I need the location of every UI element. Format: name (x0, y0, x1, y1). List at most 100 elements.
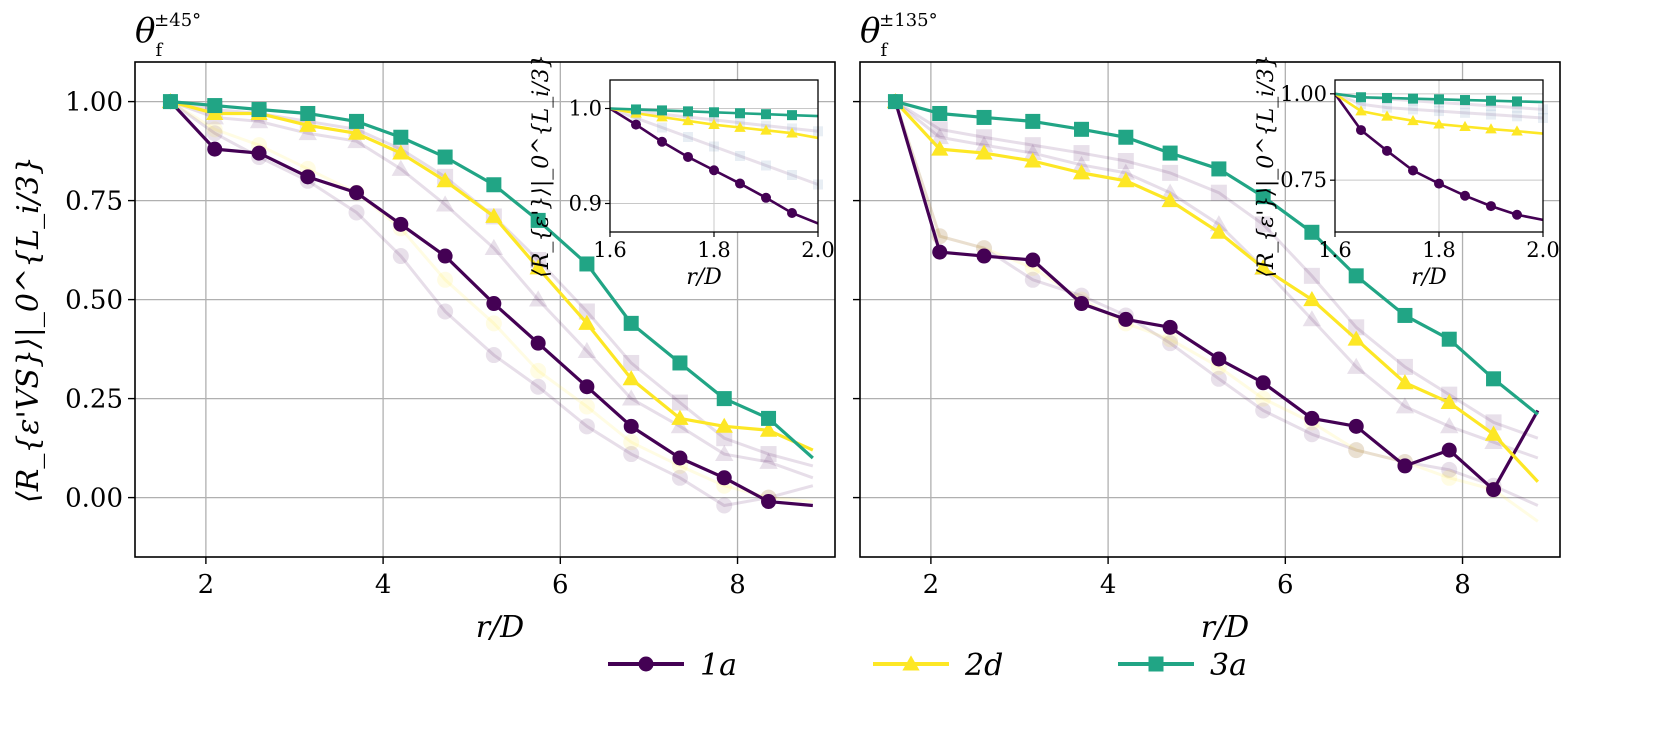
data-point-3a (162, 94, 178, 110)
inset-faded-marker (1356, 99, 1366, 110)
legend: 1a 2d 3a (608, 648, 1247, 683)
inset-faded-marker (1486, 100, 1496, 111)
inset-y-tick-label: 0.75 (1280, 168, 1327, 192)
data-point-3a (1304, 224, 1320, 240)
data-point-3a (530, 212, 546, 228)
faded-marker (437, 303, 454, 320)
faded-marker (528, 290, 548, 307)
inset-point-2d (682, 115, 694, 126)
x-tick-label: 4 (375, 570, 392, 600)
faded-marker (716, 430, 733, 447)
inset-point-1a (1512, 209, 1522, 220)
legend-item-1a: 1a (608, 648, 737, 683)
data-point-2d (578, 314, 596, 330)
data-point-2d (759, 421, 778, 437)
legend-item-3a: 3a (1118, 648, 1247, 683)
data-point-3a (393, 129, 409, 145)
inset-y-tick-label: 0.9 (569, 192, 602, 216)
inset-x-axis-title: r/D (1411, 265, 1447, 290)
inset-faded-line (609, 107, 819, 186)
x-tick-label: 4 (1100, 570, 1117, 600)
faded-series-line (169, 100, 814, 480)
data-point-2d (392, 144, 410, 160)
data-point-2d (299, 116, 317, 132)
inset-point-2d (1381, 110, 1393, 121)
panel-title-main: θ (860, 11, 880, 51)
faded-series-line (894, 101, 1539, 523)
panel-title: θf ±45° (135, 10, 201, 61)
data-point-1a (1486, 482, 1502, 498)
legend-marker-2d (902, 655, 920, 671)
inset-point-2d (1407, 115, 1419, 126)
faded-marker (623, 354, 640, 371)
faded-marker (347, 132, 366, 149)
inset-point-3a (631, 104, 641, 115)
faded-marker (976, 129, 993, 146)
data-point-3a (1074, 121, 1090, 137)
data-point-3a (976, 109, 992, 125)
x-axis-title: r/D (476, 610, 525, 645)
inset-faded-marker (1382, 102, 1392, 113)
data-point-1a (672, 450, 688, 466)
faded-marker (1441, 461, 1458, 478)
data-point-1a (932, 244, 948, 260)
faded-marker (391, 159, 411, 176)
inset-x-tick-label: 2.0 (1526, 238, 1559, 262)
data-point-1a (300, 169, 316, 185)
faded-series-line (169, 100, 814, 508)
inset-faded-marker (631, 113, 641, 123)
faded-marker (760, 446, 777, 463)
inset-y-axis-title: ⟨R_{ε'}⟩|_0^{L_i/3} (529, 54, 554, 277)
data-point-2d (1161, 191, 1179, 208)
data-point-1a (1441, 442, 1457, 458)
legend-marker-1a (638, 656, 654, 672)
faded-marker (1162, 331, 1179, 348)
inset-point-3a (1460, 95, 1470, 106)
data-point-1a (1304, 410, 1320, 426)
faded-marker (298, 124, 317, 141)
data-point-3a (1118, 129, 1134, 145)
faded-marker (1484, 432, 1503, 450)
inset-point-2d (1511, 125, 1523, 136)
faded-marker (1440, 417, 1459, 434)
data-point-1a (716, 470, 732, 486)
inset-point-3a (1382, 92, 1392, 103)
inset-y-tick-label: 1.00 (1280, 82, 1327, 106)
inset-x-tick-label: 2.0 (801, 238, 834, 262)
faded-marker (530, 362, 547, 379)
inset-point-1a (1408, 165, 1418, 176)
inset-point-3a (1486, 95, 1496, 106)
data-point-3a (672, 355, 688, 371)
faded-marker (1073, 145, 1090, 162)
data-point-1a (1348, 418, 1364, 434)
inset-point-3a (1512, 96, 1522, 107)
data-point-3a (251, 102, 267, 118)
inset-chart: 1.6 1.8 2.0 0.75 1.00 r/D ⟨R_{ε'}⟩|_0^{L_i/3} (1254, 54, 1560, 290)
faded-series-line (894, 100, 1539, 440)
y-tick-label: 1.00 (65, 88, 123, 118)
faded-marker (1255, 216, 1272, 233)
data-point-3a (623, 315, 639, 331)
legend-marker-3a (1148, 656, 1164, 672)
faded-marker (392, 248, 409, 265)
panel-title-sub: f (155, 40, 163, 61)
faded-marker (1303, 267, 1320, 284)
data-point-2d (1440, 393, 1458, 410)
data-point-2d (1484, 425, 1503, 441)
faded-marker (1160, 183, 1180, 200)
faded-marker (206, 125, 223, 142)
legend-label-2d: 2d (964, 648, 1003, 683)
faded-marker (578, 303, 595, 320)
panel-title-sup: ±135° (879, 10, 937, 31)
faded-marker (249, 112, 269, 129)
data-point-2d (671, 409, 689, 425)
inset-faded-marker (1512, 111, 1522, 122)
faded-marker (623, 434, 640, 451)
faded-marker (578, 398, 595, 415)
faded-marker (1396, 358, 1413, 375)
inset-faded-marker (683, 132, 693, 142)
faded-marker (1024, 271, 1041, 288)
inset-faded-marker (1408, 104, 1418, 115)
inset-point-3a (787, 110, 797, 121)
